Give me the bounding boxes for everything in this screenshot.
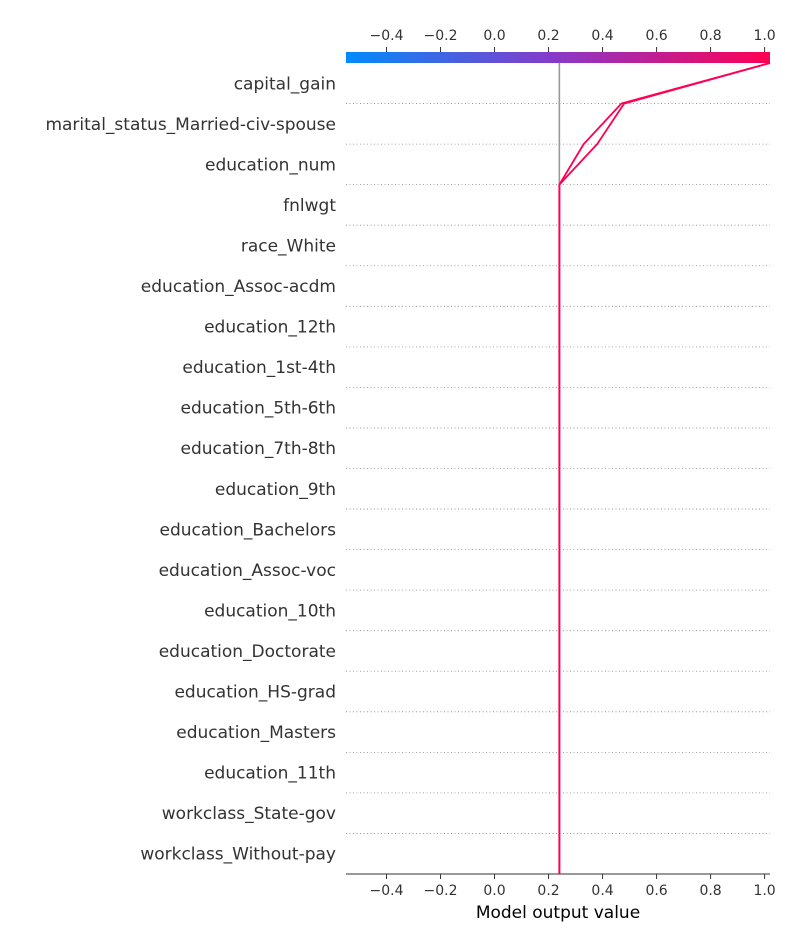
feature-label: education_Assoc-voc bbox=[159, 561, 336, 581]
x-tick-label-top: 1.0 bbox=[753, 28, 775, 44]
x-tick-label-bottom: 0.2 bbox=[537, 883, 559, 899]
feature-label: education_Doctorate bbox=[159, 642, 336, 662]
x-tick-label-bottom: 0.8 bbox=[699, 883, 721, 899]
x-tick-label-top: −0.2 bbox=[424, 28, 458, 44]
feature-label: education_10th bbox=[204, 601, 336, 621]
x-tick-label-top: 0.8 bbox=[699, 28, 721, 44]
feature-label: marital_status_Married-civ-spouse bbox=[45, 115, 336, 135]
x-axis-title: Model output value bbox=[476, 903, 640, 923]
feature-label: capital_gain bbox=[234, 74, 336, 94]
feature-label: education_num bbox=[205, 155, 336, 175]
x-tick-label-top: −0.4 bbox=[370, 28, 404, 44]
decision-lines bbox=[558, 62, 771, 874]
x-tick-label-bottom: 0.0 bbox=[483, 883, 505, 899]
feature-label: education_HS-grad bbox=[174, 683, 336, 703]
feature-label: education_12th bbox=[204, 318, 336, 338]
feature-label: education_9th bbox=[215, 480, 336, 500]
feature-labels: capital_gain marital_status_Married-civ-s… bbox=[45, 74, 336, 864]
x-tick-label-top: 0.0 bbox=[483, 28, 505, 44]
feature-label: workclass_State-gov bbox=[162, 804, 336, 824]
x-tick-label-bottom: 0.6 bbox=[645, 883, 667, 899]
x-tick-label-bottom: −0.4 bbox=[370, 883, 404, 899]
x-tick-label-bottom: 1.0 bbox=[753, 883, 775, 899]
feature-label: fnlwgt bbox=[283, 196, 336, 216]
feature-label: education_Bachelors bbox=[160, 520, 337, 540]
feature-label: race_White bbox=[241, 236, 336, 256]
x-tick-label-top: 0.6 bbox=[645, 28, 667, 44]
feature-label: education_5th-6th bbox=[181, 399, 337, 419]
x-tick-label-bottom: −0.2 bbox=[424, 883, 458, 899]
feature-label: education_11th bbox=[204, 764, 336, 784]
colorbar bbox=[346, 52, 770, 63]
feature-label: workclass_Without-pay bbox=[140, 845, 336, 865]
x-axes: −0.4 −0.4 −0.2 −0.2 0.0 0.0 0.2 0.2 0.4 0.4 0.6 0.6… bbox=[346, 28, 776, 899]
feature-label: education_1st-4th bbox=[182, 358, 336, 378]
feature-label: education_Masters bbox=[176, 723, 336, 743]
x-tick-label-top: 0.4 bbox=[591, 28, 613, 44]
x-tick-label-top: 0.2 bbox=[537, 28, 559, 44]
x-tick-label-bottom: 0.4 bbox=[591, 883, 613, 899]
feature-label: education_7th-8th bbox=[181, 439, 337, 459]
row-gridlines bbox=[346, 103, 770, 834]
decision-line bbox=[558, 62, 771, 874]
feature-label: education_Assoc-acdm bbox=[141, 277, 336, 297]
